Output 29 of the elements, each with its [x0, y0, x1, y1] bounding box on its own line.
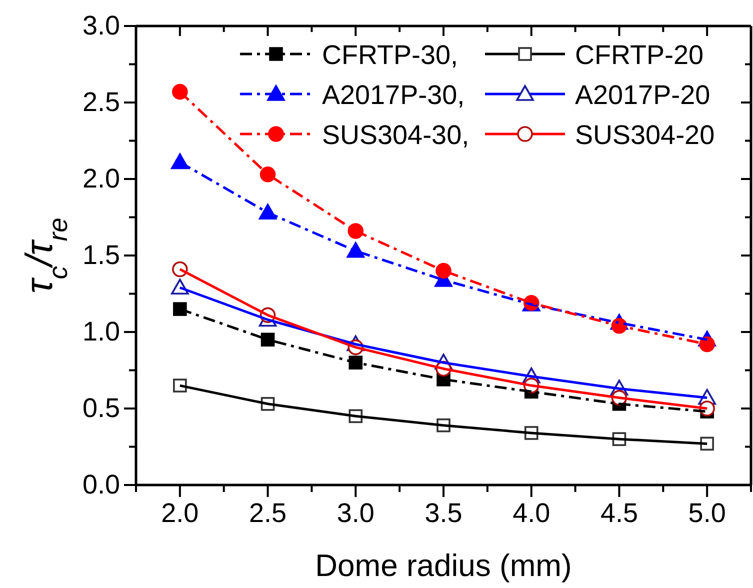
x-tick-label: 4.0: [512, 498, 550, 528]
legend-label: SUS304-30,: [322, 120, 470, 150]
y-tick-label: 2.0: [82, 164, 120, 194]
x-tick-label: 4.5: [600, 498, 638, 528]
legend-label: A2017P-30,: [322, 80, 465, 110]
legend-label: CFRTP-30,: [322, 40, 458, 70]
x-tick-label: 3.5: [424, 498, 462, 528]
y-tick-label: 1.5: [82, 240, 120, 270]
y-tick-label: 0.0: [82, 470, 120, 500]
x-tick-label: 2.5: [249, 498, 287, 528]
point: [348, 356, 363, 370]
point: [346, 242, 365, 258]
y-tick-label: 0.5: [82, 393, 120, 424]
legend-label: A2017P-20: [575, 80, 710, 110]
point: [173, 302, 187, 316]
x-axis-title: Dome radius (mm): [315, 548, 572, 583]
point: [260, 166, 276, 182]
point: [699, 336, 715, 352]
legend-label: SUS304-20: [575, 120, 715, 150]
x-tick-label: 5.0: [688, 498, 726, 528]
y-tick-label: 1.0: [82, 316, 120, 347]
x-tick-label: 2.0: [161, 498, 199, 528]
x-tick-label: 3.0: [336, 498, 374, 528]
point: [260, 332, 275, 347]
point: [436, 262, 452, 279]
legend-label: CFRTP-20: [575, 40, 704, 70]
y-tick-label: 3.0: [82, 10, 120, 41]
point: [172, 84, 188, 100]
y-tick-label: 2.5: [82, 87, 120, 118]
